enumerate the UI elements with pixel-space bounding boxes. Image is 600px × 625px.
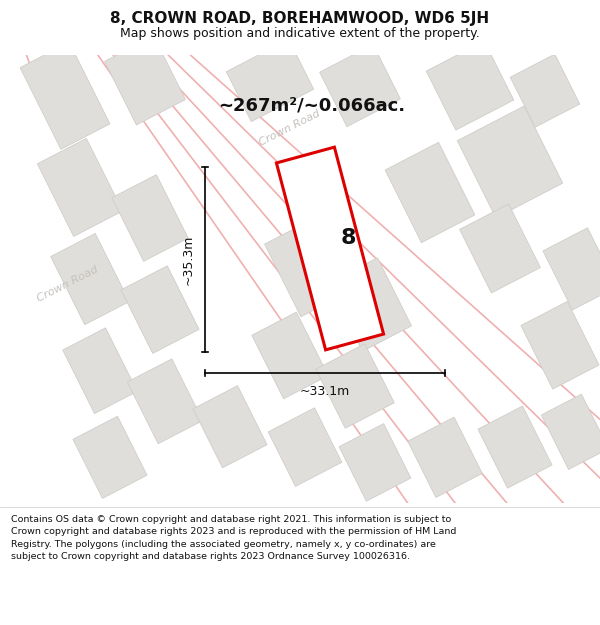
Text: Crown Road: Crown Road [258,109,322,148]
Polygon shape [320,44,400,127]
Text: Contains OS data © Crown copyright and database right 2021. This information is : Contains OS data © Crown copyright and d… [11,515,456,561]
Polygon shape [73,416,147,498]
Polygon shape [226,39,314,122]
Text: 8: 8 [340,228,356,248]
Polygon shape [460,204,541,293]
Polygon shape [408,417,482,498]
Text: 8, CROWN ROAD, BOREHAMWOOD, WD6 5JH: 8, CROWN ROAD, BOREHAMWOOD, WD6 5JH [110,11,490,26]
Polygon shape [316,344,394,428]
Polygon shape [328,258,412,351]
Polygon shape [339,424,411,501]
Polygon shape [385,142,475,242]
Polygon shape [63,328,137,414]
Text: ~33.1m: ~33.1m [300,385,350,398]
Polygon shape [193,386,267,468]
Text: ~35.3m: ~35.3m [182,234,195,285]
Polygon shape [112,174,188,261]
Polygon shape [457,106,563,218]
Polygon shape [252,312,328,399]
Polygon shape [104,36,185,125]
Polygon shape [277,147,383,350]
Polygon shape [127,359,203,444]
Text: Crown Road: Crown Road [36,264,100,304]
Polygon shape [268,408,342,486]
Polygon shape [265,221,346,317]
Polygon shape [510,54,580,127]
Polygon shape [37,138,122,236]
Polygon shape [426,41,514,130]
Polygon shape [521,301,599,389]
Polygon shape [541,394,600,469]
Polygon shape [20,42,110,149]
Polygon shape [543,228,600,310]
Polygon shape [51,234,129,324]
Text: ~267m²/~0.066ac.: ~267m²/~0.066ac. [218,97,406,115]
Text: Map shows position and indicative extent of the property.: Map shows position and indicative extent… [120,27,480,39]
Polygon shape [121,266,199,353]
Polygon shape [478,406,552,488]
